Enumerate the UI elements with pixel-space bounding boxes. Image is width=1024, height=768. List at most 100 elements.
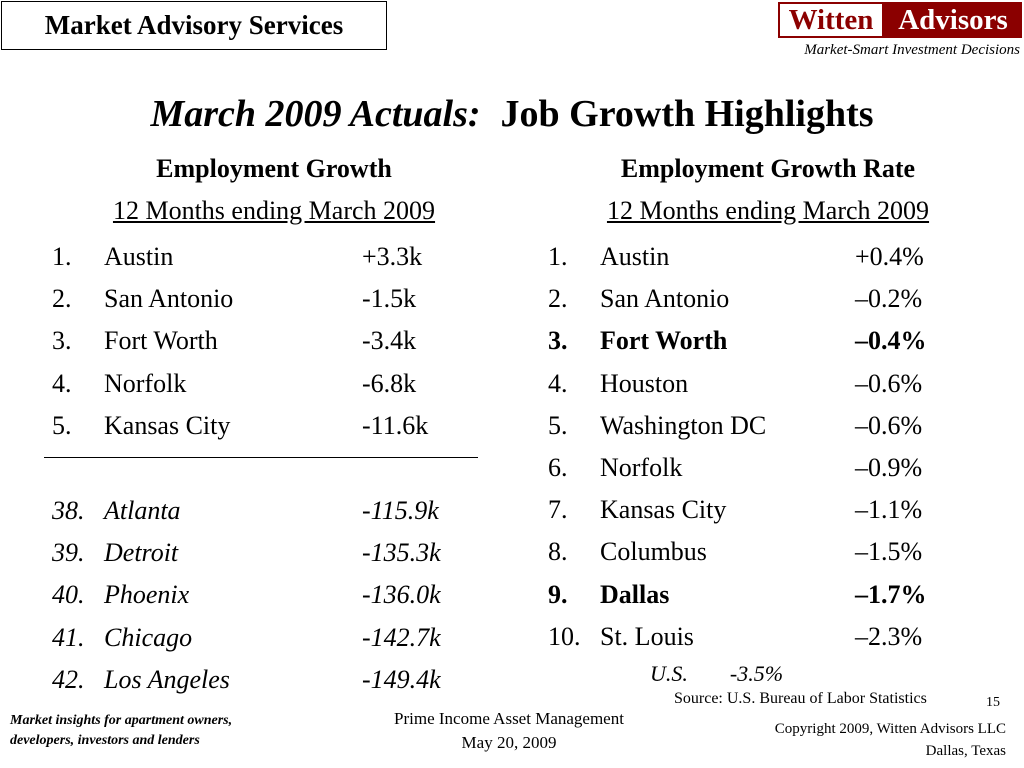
value: –0.6% [855,368,923,398]
footer-right-line2: Dallas, Texas [925,743,1006,759]
list-item: 42. Los Angeles -149.4k [52,659,492,701]
rank: 6. [548,452,568,482]
value: +0.4% [855,242,924,271]
city: Kansas City [104,410,231,440]
value: –1.1% [855,495,923,525]
city: San Antonio [104,284,234,314]
list-item: 1. Austin +3.3k [52,236,492,278]
value: –0.2% [855,284,923,314]
value: –0.4% [855,326,927,356]
right-rate-list: 1. Austin +0.4% 2. San Antonio –0.2% 3. Fort … [548,236,998,658]
value: –1.7% [855,579,927,609]
footer-left-text: Market insights for apartment owners, de… [10,711,232,751]
list-item: 5. Kansas City -11.6k [52,405,492,447]
city: Fort Worth [104,326,218,356]
list-item: 5. Washington DC –0.6% [548,405,998,447]
city: Atlanta [104,496,181,525]
value: –0.6% [855,410,923,440]
value: -142.7k [362,622,441,652]
rank: 10. [548,621,581,651]
rank: 9. [548,579,568,609]
right-column-heading: Employment Growth Rate [620,154,916,183]
slide-title-main: Job Growth Highlights [500,93,874,135]
city: St. Louis [600,621,694,651]
list-item: 38. Atlanta -115.9k [52,490,492,532]
slide-title: March 2009 Actuals: Job Growth Highlights [0,92,1024,136]
rank: 38. [52,496,85,525]
rank: 42. [52,664,85,694]
list-item: 2. San Antonio –0.2% [548,278,998,320]
list-item: 6. Norfolk –0.9% [548,447,998,489]
footer-mid-line2: May 20, 2009 [461,733,557,752]
value: –2.3% [855,621,923,651]
list-item: 7. Kansas City –1.1% [548,489,998,531]
rank: 2. [52,284,72,314]
city: Norfolk [600,452,683,482]
divider-line [44,457,478,458]
rank: 41. [52,622,85,652]
footer-right-line1: Copyright 2009, Witten Advisors LLC [774,721,1006,737]
rank: 7. [548,495,568,525]
value: -1.5k [362,284,417,314]
us-label: U.S. [650,661,688,686]
left-bottom-list: 38. Atlanta -115.9k 39. Detroit -135.3k 40. P… [52,490,492,701]
list-item: 40. Phoenix -136.0k [52,574,492,616]
city: Los Angeles [104,664,230,694]
rank: 1. [548,242,568,271]
us-value: -3.5% [729,661,784,686]
page-number: 15 [986,695,1000,710]
list-item: 3. Fort Worth -3.4k [52,320,492,362]
value: -149.4k [362,664,441,694]
rank: 3. [52,326,72,356]
rank: 2. [548,284,568,314]
list-item: 10. St. Louis –2.3% [548,616,998,658]
list-item: 2. San Antonio -1.5k [52,278,492,320]
witten-advisors-logo: Witten Advisors [778,2,1022,38]
left-column-heading: Employment Growth [156,154,392,183]
rank: 1. [52,242,72,271]
rank: 39. [52,538,85,568]
value: -11.6k [362,410,429,440]
right-column-subheading: 12 Months ending March 2009 [606,196,930,225]
value: –1.5% [855,537,923,567]
us-total: U.S. -3.5% [650,661,783,687]
list-item: 39. Detroit -135.3k [52,532,492,574]
left-column-subheading: 12 Months ending March 2009 [112,196,436,225]
value: -136.0k [362,580,441,610]
rank: 5. [52,410,72,440]
box-title: Market Advisory Services [44,10,344,40]
list-item: 4. Norfolk -6.8k [52,363,492,405]
footer-left-line2: developers, investors and lenders [10,733,200,748]
rank: 40. [52,580,85,610]
list-item: 4. Houston –0.6% [548,363,998,405]
list-item-highlighted: 9. Dallas –1.7% [548,574,998,616]
city: Norfolk [104,368,187,398]
value: -115.9k [362,496,439,525]
rank: 5. [548,410,568,440]
footer-center-text: Prime Income Asset Management May 20, 20… [344,707,674,755]
city: Kansas City [600,495,727,525]
city: Washington DC [600,410,767,440]
value: -135.3k [362,538,441,568]
list-item: 8. Columbus –1.5% [548,531,998,573]
city: Houston [600,368,689,398]
city: Austin [104,242,174,271]
list-item: 1. Austin +0.4% [548,236,998,278]
footer-mid-line1: Prime Income Asset Management [394,709,624,728]
rank: 3. [548,326,568,356]
rank: 4. [548,368,568,398]
source-note: Source: U.S. Bureau of Labor Statistics [674,690,927,707]
city: San Antonio [600,284,730,314]
value: -6.8k [362,368,417,398]
slide-title-italic: March 2009 Actuals: [150,93,481,135]
footer-right-text: Copyright 2009, Witten Advisors LLC Dall… [700,718,1006,762]
city: Detroit [104,538,179,568]
city: Phoenix [104,580,190,610]
footer-left-line1: Market insights for apartment owners, [10,713,233,728]
rank: 4. [52,368,72,398]
logo-tagline: Market-Smart Investment Decisions [804,42,1020,58]
market-advisory-services-box: Market Advisory Services [1,1,387,50]
city: Fort Worth [600,326,728,356]
value: -3.4k [362,326,417,356]
list-item-highlighted: 3. Fort Worth –0.4% [548,320,998,362]
